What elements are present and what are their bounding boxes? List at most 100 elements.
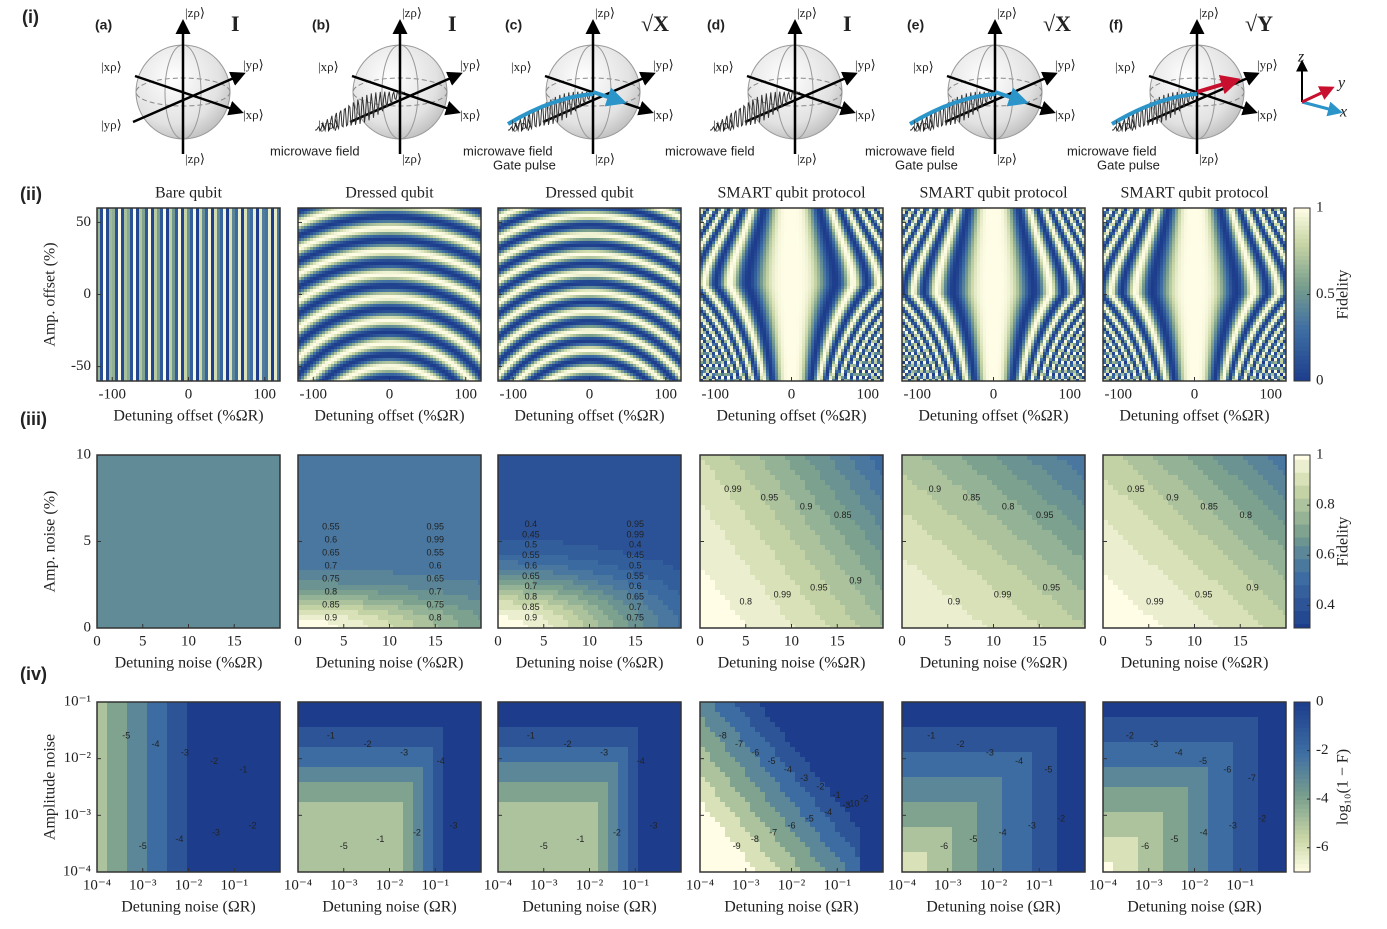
heatmap-cell [127, 226, 130, 229]
heatmap-cell [157, 289, 160, 292]
heatmap-cell [193, 280, 196, 283]
heatmap-cell [127, 292, 130, 295]
heatmap-cell [112, 226, 115, 229]
heatmap-cell [103, 271, 106, 274]
heatmap-cell [139, 253, 142, 256]
heatmap-cell [130, 262, 133, 265]
heatmap-cell [256, 274, 259, 277]
heatmap-cell [142, 268, 145, 271]
heatmap-cell [217, 253, 220, 256]
heatmap-cell [133, 235, 136, 238]
heatmap-cell [124, 247, 127, 250]
heatmap-cell [238, 268, 241, 271]
heatmap-cell [124, 265, 127, 268]
heatmap-cell [268, 262, 271, 265]
heatmap-cell [205, 274, 208, 277]
heatmap-cell [103, 250, 106, 253]
heatmap-cell [136, 289, 139, 292]
heatmap-cell [274, 268, 277, 271]
heatmap-cell [127, 217, 130, 220]
heatmap-cell [256, 214, 259, 217]
heatmap-cell [187, 235, 190, 238]
ket-label: |yρ⟩ [1055, 57, 1076, 72]
heatmap-cell [103, 262, 106, 265]
heatmap-cell [151, 238, 154, 241]
heatmap-cell [157, 217, 160, 220]
heatmap-cell [214, 295, 217, 298]
heatmap-cell [133, 289, 136, 292]
ket-label: |xρ⟩ [460, 107, 481, 122]
heatmap-cell [100, 274, 103, 277]
heatmap-cell [259, 211, 262, 214]
heatmap-cell [223, 214, 226, 217]
heatmap-cell [133, 253, 136, 256]
heatmap-cell [235, 238, 238, 241]
heatmap-cell [211, 286, 214, 289]
heatmap-cell [202, 223, 205, 226]
heatmap-cell [226, 259, 229, 262]
heatmap-cell [157, 256, 160, 259]
heatmap-cell [133, 265, 136, 268]
heatmap-cell [139, 271, 142, 274]
heatmap-cell [187, 229, 190, 232]
heatmap-cell [190, 277, 193, 280]
heatmap-cell [184, 250, 187, 253]
heatmap-cell [259, 241, 262, 244]
heatmap-cell [160, 211, 163, 214]
heatmap-cell [217, 289, 220, 292]
heatmap-cell [145, 283, 148, 286]
heatmap-cell [115, 244, 118, 247]
heatmap-cell [253, 262, 256, 265]
heatmap-cell [238, 298, 241, 301]
heatmap-cell [247, 241, 250, 244]
heatmap-cell [181, 241, 184, 244]
heatmap-cell [259, 244, 262, 247]
heatmap-cell [247, 298, 250, 301]
heatmap-cell [256, 244, 259, 247]
heatmap-cell [205, 223, 208, 226]
heatmap-cell [181, 238, 184, 241]
heatmap-cell [148, 274, 151, 277]
heatmap-cell [124, 211, 127, 214]
heatmap-cell [211, 271, 214, 274]
heatmap-cell [259, 238, 262, 241]
heatmap-cell [247, 292, 250, 295]
heatmap-cell [118, 247, 121, 250]
heatmap-cell [172, 298, 175, 301]
heatmap-cell [184, 283, 187, 286]
heatmap-cell [109, 241, 112, 244]
heatmap-cell [157, 247, 160, 250]
heatmap-cell [205, 229, 208, 232]
heatmap-cell [133, 280, 136, 283]
heatmap-cell [151, 292, 154, 295]
heatmap-cell [235, 259, 238, 262]
heatmap-cell [145, 259, 148, 262]
heatmap-cell [109, 235, 112, 238]
heatmap-cell [148, 232, 151, 235]
heatmap-cell [250, 235, 253, 238]
heatmap-cell [250, 286, 253, 289]
heatmap-cell [124, 256, 127, 259]
gate-label: I [448, 11, 457, 36]
heatmap-cell [160, 259, 163, 262]
heatmap-cell [109, 265, 112, 268]
ket-label: |xρ⟩ [913, 59, 934, 74]
heatmap-cell [157, 268, 160, 271]
heatmap-cell [157, 262, 160, 265]
heatmap-cell [211, 232, 214, 235]
heatmap-cell [115, 298, 118, 301]
heatmap-cell [172, 235, 175, 238]
heatmap-cell [121, 250, 124, 253]
heatmap-cell [139, 250, 142, 253]
heatmap-cell [118, 244, 121, 247]
heatmap-cell [133, 259, 136, 262]
heatmap-cell [115, 268, 118, 271]
heatmap-cell [247, 232, 250, 235]
heatmap-cell [193, 217, 196, 220]
heatmap-cell [142, 295, 145, 298]
heatmap-cell [103, 253, 106, 256]
heatmap-cell [178, 280, 181, 283]
heatmap-cell [229, 256, 232, 259]
heatmap-cell [229, 253, 232, 256]
heatmap-cell [184, 238, 187, 241]
